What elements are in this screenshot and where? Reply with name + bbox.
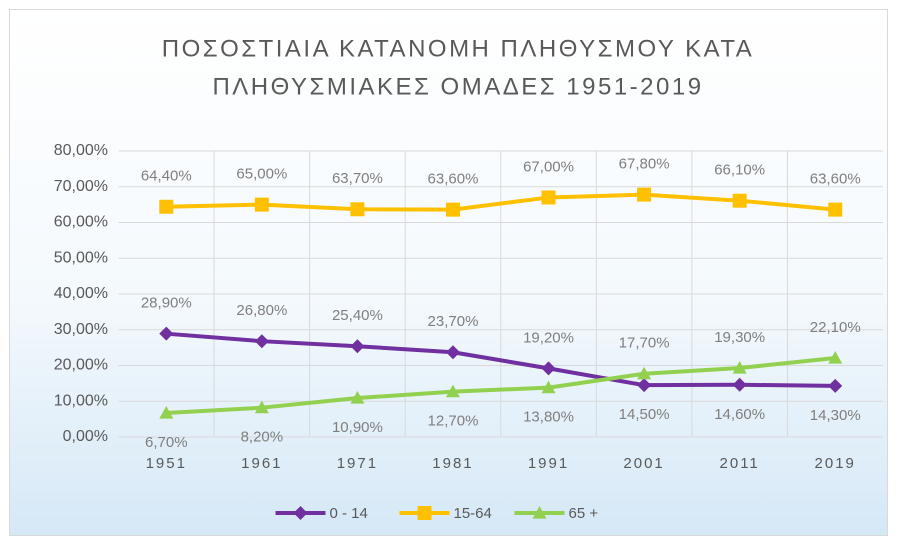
marker [417,506,432,520]
marker [293,506,308,520]
data-label: 65,00% [236,166,287,183]
y-tick-label: 40,00% [54,285,108,302]
x-tick-label: 1961 [241,455,282,472]
marker [445,345,460,360]
marker [541,361,556,376]
marker [254,197,269,212]
marker [828,350,843,364]
series-line [166,192,836,212]
marker [732,377,747,392]
legend-label: 0 - 14 [330,505,368,522]
data-label: 25,40% [332,307,383,324]
y-tick-label: 60,00% [54,214,108,231]
data-label: 14,60% [714,406,765,423]
marker [445,202,460,217]
marker [541,190,556,205]
chart-background [9,9,888,536]
x-tick-label: 1951 [146,455,187,472]
data-label: 10,90% [332,419,383,436]
data-label: 12,70% [428,413,479,430]
data-label: 17,70% [619,335,670,352]
legend-label: 65 + [569,505,599,522]
marker [541,380,556,394]
legend-label: 15-64 [454,505,492,522]
marker [637,366,652,380]
y-tick-label: 50,00% [54,249,108,266]
y-tick-label: 0,00% [63,428,108,445]
marker [254,400,269,414]
y-tick-label: 30,00% [54,321,108,338]
marker [159,199,174,214]
chart-title: ΠΛΗΘΥΣΜΙΑΚΕΣ ΟΜΑΔΕΣ 1951-2019 [212,73,703,100]
data-label: 63,60% [810,171,861,188]
marker [828,202,843,217]
marker [732,361,747,374]
data-label: 64,40% [141,168,192,185]
data-label: 14,50% [619,406,670,423]
data-label: 26,80% [236,302,287,319]
x-tick-label: 1971 [337,455,378,472]
marker [159,406,174,419]
marker [732,193,747,208]
chart-title: ΠΟΣΟΣΤΙΑΙΑ ΚΑΤΑΝΟΜΗ ΠΛΗΘΥΣΜΟΥ ΚΑΤΑ [162,35,755,62]
marker [350,202,365,217]
y-tick-label: 10,00% [54,392,108,409]
data-label: 28,90% [141,295,192,312]
marker [532,506,547,519]
data-label: 67,00% [523,158,574,175]
y-tick-label: 80,00% [54,142,108,159]
data-label: 63,70% [332,170,383,187]
marker [159,326,174,341]
x-tick-label: 1981 [432,455,473,472]
marker [637,378,652,393]
marker [637,187,652,202]
series-line [166,331,836,388]
x-tick-label: 2019 [815,455,856,472]
data-label: 19,30% [714,329,765,346]
data-label: 22,10% [810,319,861,336]
data-label: 19,20% [523,329,574,346]
data-label: 63,60% [428,171,479,188]
marker [828,378,843,393]
y-tick-label: 20,00% [54,357,108,374]
data-label: 23,70% [428,313,479,330]
y-tick-label: 70,00% [54,178,108,195]
marker [254,334,269,349]
data-label: 6,70% [145,434,188,451]
marker [350,339,365,354]
series-line [166,356,836,416]
data-label: 8,20% [241,429,284,446]
x-tick-label: 2001 [623,455,664,472]
marker [350,391,365,404]
data-label: 66,10% [714,162,765,179]
data-label: 14,30% [810,407,861,424]
marker [445,384,460,398]
data-label: 67,80% [619,156,670,173]
data-label: 13,80% [523,409,574,426]
x-tick-label: 2011 [720,455,760,472]
x-tick-label: 1991 [528,455,569,472]
